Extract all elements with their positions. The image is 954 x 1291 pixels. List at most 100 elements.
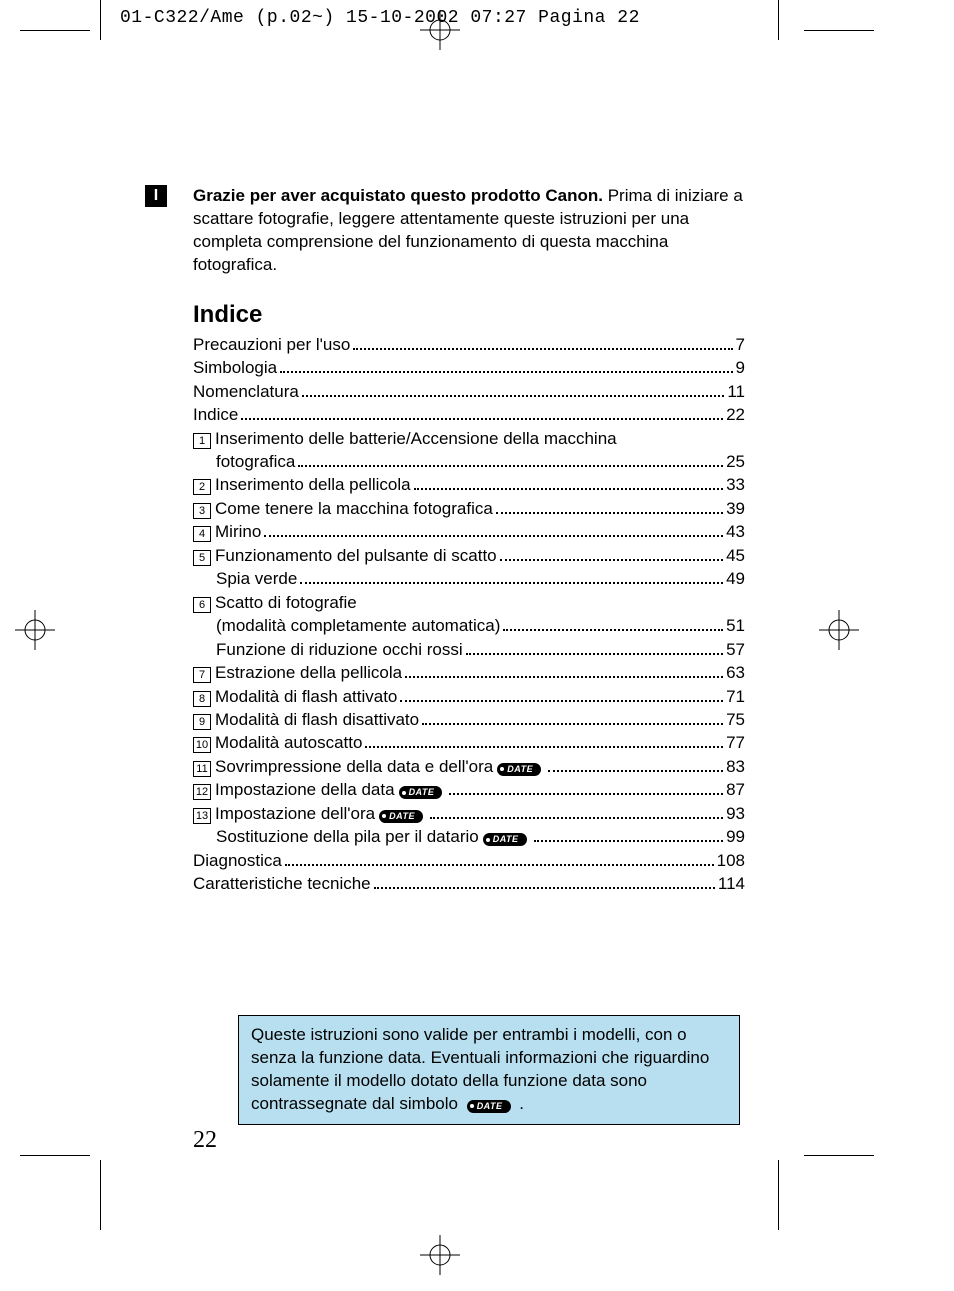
- crop-mark: [20, 1155, 90, 1156]
- toc-page-number: 7: [736, 333, 745, 356]
- toc-page-number: 114: [718, 872, 745, 895]
- toc-step-number: 1: [193, 433, 211, 449]
- toc-label: Impostazione dell'ora: [215, 802, 375, 825]
- toc-label: Modalità di flash attivato: [215, 685, 397, 708]
- toc-page-number: 99: [726, 825, 745, 848]
- toc-page-number: 33: [726, 473, 745, 496]
- toc-leader-dots: [302, 395, 725, 397]
- toc-row: 10Modalità autoscatto77: [193, 731, 745, 754]
- toc-page-number: 108: [717, 849, 745, 872]
- toc-page-number: 45: [726, 544, 745, 567]
- toc-row: Sostituzione della pila per il datario DA…: [193, 825, 745, 848]
- toc-leader-dots: [400, 700, 723, 702]
- toc-row: 9Modalità di flash disattivato 75: [193, 708, 745, 731]
- toc-label: Modalità autoscatto: [215, 731, 362, 754]
- toc-step-number: 6: [193, 597, 211, 613]
- toc-leader-dots: [548, 770, 723, 772]
- date-badge-icon: DATE: [399, 786, 443, 799]
- toc-page-number: 51: [726, 614, 745, 637]
- toc-row: Funzione di riduzione occhi rossi57: [193, 638, 745, 661]
- toc-step-number: 4: [193, 526, 211, 542]
- toc-leader-dots: [430, 817, 723, 819]
- toc-page-number: 75: [726, 708, 745, 731]
- toc-label: Funzione di riduzione occhi rossi: [216, 638, 463, 661]
- toc-label: Inserimento delle batterie/Accensione de…: [215, 427, 617, 450]
- toc-leader-dots: [285, 864, 714, 866]
- toc-leader-dots: [280, 371, 732, 373]
- toc-row: (modalità completamente automatica) 51: [193, 614, 745, 637]
- toc-leader-dots: [365, 746, 723, 748]
- table-of-contents: Precauzioni per l'uso7Simbologia9Nomencl…: [193, 333, 745, 896]
- toc-leader-dots: [353, 348, 732, 350]
- intro-title: Grazie per aver acquistato questo prodot…: [193, 186, 603, 205]
- toc-leader-dots: [500, 559, 723, 561]
- toc-leader-dots: [298, 465, 723, 467]
- toc-page-number: 39: [726, 497, 745, 520]
- toc-leader-dots: [422, 723, 723, 725]
- toc-leader-dots: [534, 840, 724, 842]
- toc-leader-dots: [414, 488, 723, 490]
- toc-page-number: 87: [726, 778, 745, 801]
- page-frame: I Grazie per aver acquistato questo prod…: [100, 30, 780, 1150]
- toc-page-number: 25: [726, 450, 745, 473]
- toc-page-number: 71: [726, 685, 745, 708]
- toc-row: 6Scatto di fotografie: [193, 591, 745, 614]
- toc-leader-dots: [449, 793, 723, 795]
- toc-label: Inserimento della pellicola: [215, 473, 411, 496]
- toc-row: 2Inserimento della pellicola 33: [193, 473, 745, 496]
- crop-mark: [100, 1160, 101, 1230]
- toc-label: Sostituzione della pila per il datario: [216, 825, 479, 848]
- toc-label: Nomenclatura: [193, 380, 299, 403]
- toc-label: (modalità completamente automatica): [216, 614, 500, 637]
- toc-step-number: 12: [193, 784, 211, 800]
- toc-row: Diagnostica 108: [193, 849, 745, 872]
- toc-leader-dots: [496, 512, 723, 514]
- toc-step-number: 5: [193, 550, 211, 566]
- toc-page-number: 93: [726, 802, 745, 825]
- toc-label: Simbologia: [193, 356, 277, 379]
- language-badge: I: [145, 185, 167, 207]
- toc-step-number: 2: [193, 479, 211, 495]
- toc-row: Nomenclatura 11: [193, 380, 745, 403]
- toc-row: fotografica25: [193, 450, 745, 473]
- toc-label: Caratteristiche tecniche: [193, 872, 371, 895]
- toc-page-number: 11: [727, 380, 745, 403]
- intro-block: Grazie per aver acquistato questo prodot…: [193, 185, 745, 277]
- toc-step-number: 7: [193, 667, 211, 683]
- toc-step-number: 10: [193, 737, 211, 753]
- toc-label: Mirino: [215, 520, 261, 543]
- toc-row: 12Impostazione della dataDATE87: [193, 778, 745, 801]
- crop-mark: [804, 30, 874, 31]
- toc-label: Diagnostica: [193, 849, 282, 872]
- toc-label: Sovrimpressione della data e dell'ora: [215, 755, 493, 778]
- toc-row: Spia verde49: [193, 567, 745, 590]
- crop-mark: [778, 1160, 779, 1230]
- toc-label: Estrazione della pellicola: [215, 661, 402, 684]
- registration-mark-icon: [15, 610, 55, 650]
- registration-mark-icon: [819, 610, 859, 650]
- toc-step-number: 9: [193, 714, 211, 730]
- toc-label: Modalità di flash disattivato: [215, 708, 419, 731]
- toc-row: 1Inserimento delle batterie/Accensione d…: [193, 427, 745, 450]
- indice-heading: Indice: [193, 301, 745, 329]
- toc-leader-dots: [374, 887, 715, 889]
- toc-leader-dots: [300, 582, 723, 584]
- date-badge-icon: DATE: [483, 833, 527, 846]
- toc-leader-dots: [405, 676, 723, 678]
- toc-label: Spia verde: [216, 567, 297, 590]
- toc-page-number: 9: [736, 356, 745, 379]
- toc-page-number: 43: [726, 520, 745, 543]
- page-number: 22: [193, 1127, 217, 1154]
- crop-mark: [20, 30, 90, 31]
- toc-page-number: 63: [726, 661, 745, 684]
- note-box: Queste istruzioni sono valide per entram…: [238, 1015, 740, 1125]
- toc-step-number: 13: [193, 808, 211, 824]
- toc-row: 8Modalità di flash attivato 71: [193, 685, 745, 708]
- toc-step-number: 8: [193, 691, 211, 707]
- toc-step-number: 11: [193, 761, 211, 777]
- registration-mark-icon: [420, 1235, 460, 1275]
- page-content: I Grazie per aver acquistato questo prod…: [145, 185, 745, 896]
- toc-row: Indice22: [193, 403, 745, 426]
- toc-row: 11Sovrimpressione della data e dell'oraD…: [193, 755, 745, 778]
- toc-leader-dots: [503, 629, 723, 631]
